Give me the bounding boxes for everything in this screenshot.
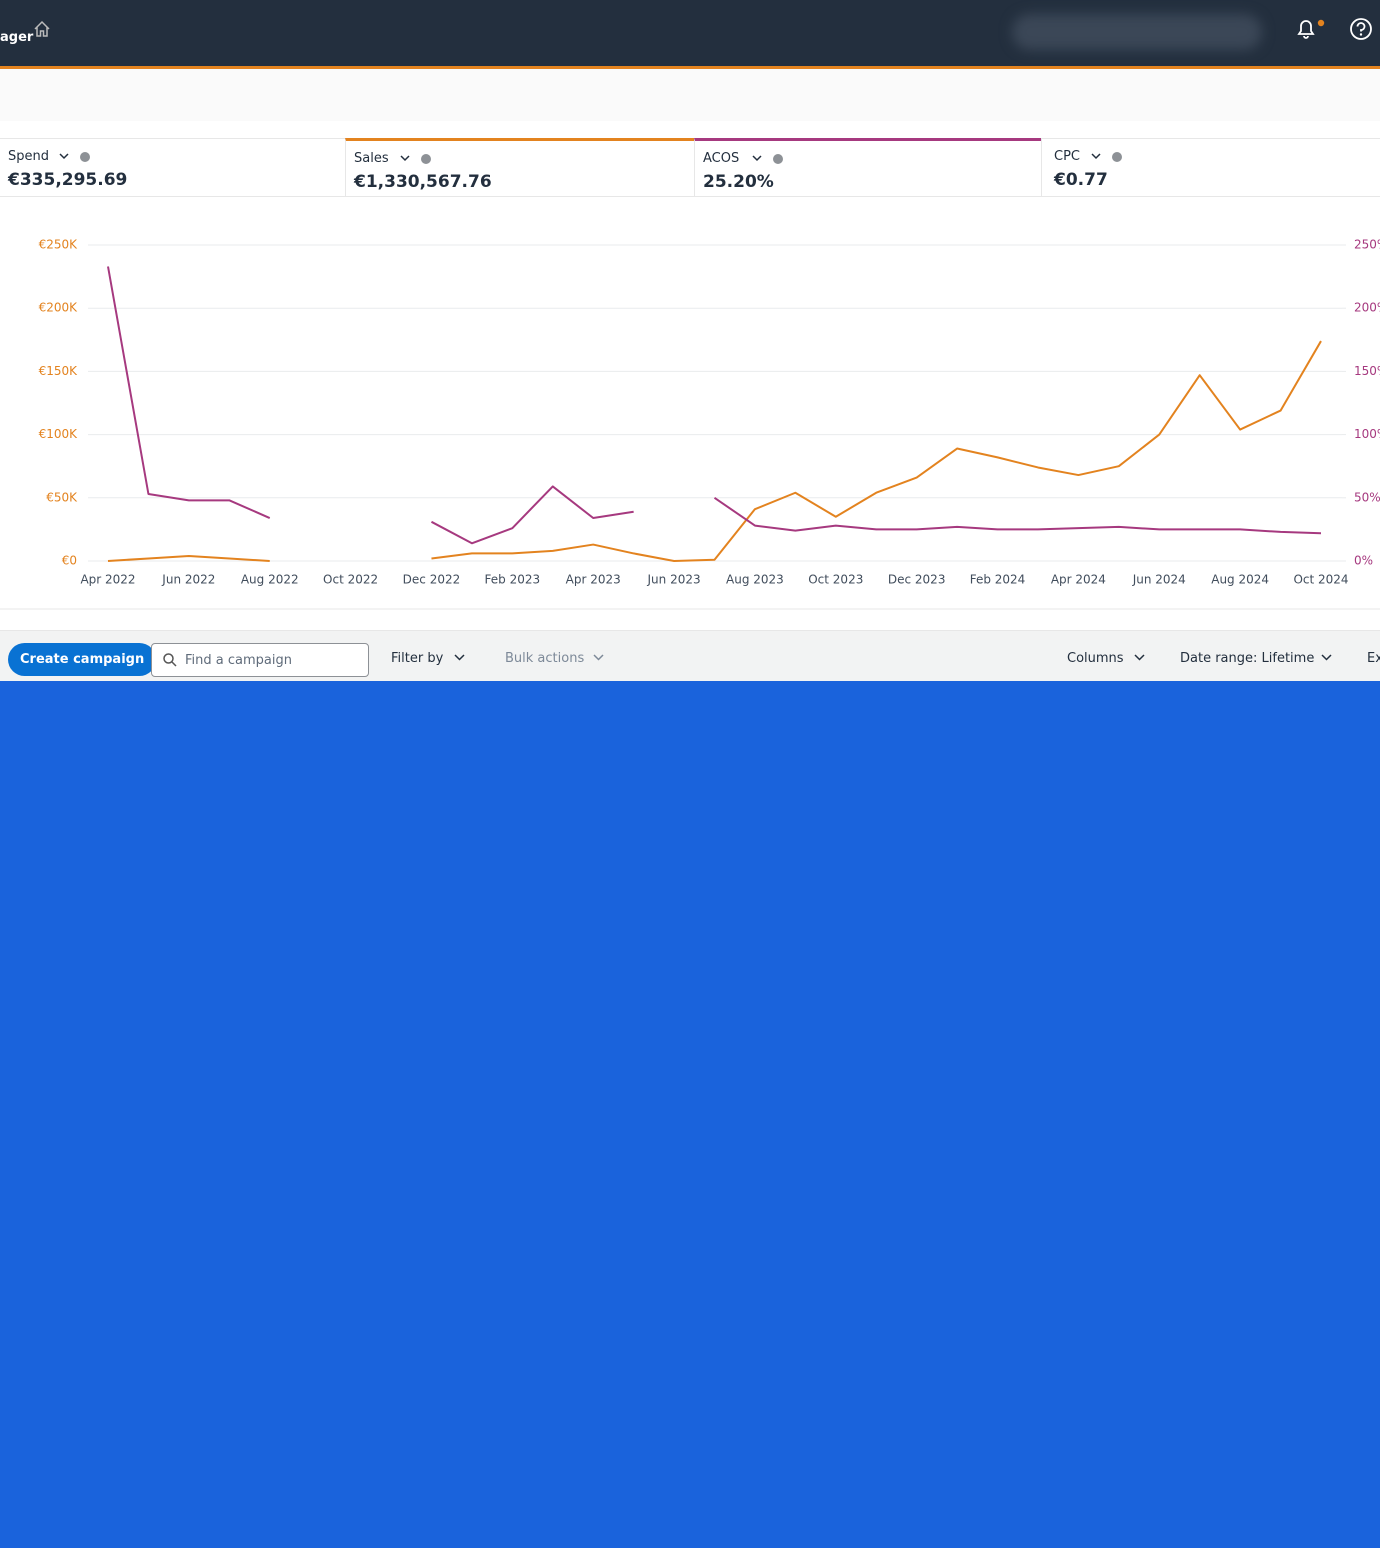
metric-icons — [1091, 152, 1122, 162]
x-tick-label: Aug 2022 — [241, 573, 299, 587]
x-tick-label: Apr 2023 — [566, 573, 621, 587]
bulk-actions-dropdown[interactable]: Bulk actions — [505, 651, 585, 666]
search-placeholder: Find a campaign — [185, 653, 292, 668]
metric-value: €0.77 — [1054, 170, 1108, 190]
metric-label: Spend — [8, 149, 49, 164]
metric-card[interactable]: Spend €335,295.69 — [0, 138, 345, 197]
x-tick-label: Feb 2023 — [485, 573, 541, 587]
x-tick-label: Apr 2022 — [80, 573, 135, 587]
y-tick-label: €150K — [39, 364, 79, 378]
x-tick-label: Jun 2023 — [647, 573, 701, 587]
y2-tick-label: 0% — [1354, 554, 1373, 568]
metric-card[interactable]: ACOS 25.20% — [694, 138, 1041, 197]
metric-icons — [752, 154, 783, 164]
x-tick-label: Jun 2022 — [161, 573, 215, 587]
filter-dropdown[interactable]: Filter by — [391, 651, 444, 666]
series-line — [107, 266, 1322, 545]
columns-dropdown[interactable]: Columns — [1067, 651, 1124, 666]
x-tick-label: Oct 2024 — [1293, 573, 1348, 587]
x-tick-label: Oct 2022 — [323, 573, 378, 587]
y2-tick-label: 100% — [1354, 427, 1380, 441]
search-icon — [163, 653, 177, 667]
x-tick-label: Dec 2022 — [403, 573, 461, 587]
y2-tick-label: 250% — [1354, 238, 1380, 252]
x-tick-label: Aug 2024 — [1211, 573, 1269, 587]
metric-value: 25.20% — [703, 172, 774, 192]
chevrons — [454, 654, 1332, 661]
y-tick-label: €200K — [39, 301, 79, 315]
help-icon[interactable] — [1348, 16, 1374, 42]
export-button[interactable]: Ex — [1367, 651, 1380, 666]
metric-label: CPC — [1054, 149, 1080, 164]
sub-bar — [0, 69, 1380, 121]
x-tick-label: Apr 2024 — [1051, 573, 1106, 587]
x-tick-label: Feb 2024 — [970, 573, 1026, 587]
account-blurred — [1012, 14, 1262, 50]
metric-value: €1,330,567.76 — [354, 172, 492, 192]
x-tick-label: Oct 2023 — [808, 573, 863, 587]
x-tick-label: Jun 2024 — [1132, 573, 1186, 587]
home-icon[interactable] — [32, 19, 52, 39]
metric-card[interactable]: CPC €0.77 — [1041, 138, 1380, 197]
y-tick-label: €250K — [39, 238, 79, 252]
app-title: ager — [0, 30, 34, 45]
notifications-icon[interactable] — [1294, 16, 1328, 42]
y-tick-label: €50K — [46, 490, 78, 504]
x-tick-label: Aug 2023 — [726, 573, 784, 587]
y2-tick-label: 200% — [1354, 301, 1380, 315]
y2-tick-label: 150% — [1354, 364, 1380, 378]
metric-label: ACOS — [703, 151, 740, 166]
create-campaign-button[interactable]: Create campaign — [8, 643, 157, 676]
search-box[interactable]: Find a campaign — [151, 643, 369, 677]
date-range-dropdown[interactable]: Date range: Lifetime — [1180, 651, 1315, 666]
metric-value: €335,295.69 — [8, 170, 128, 190]
chart: €0 €50K €100K €150K €200K €250K 0% 50% 100% 150% 2… — [0, 238, 1380, 610]
top-bar: ager — [0, 0, 1380, 69]
y-tick-label: €0 — [62, 554, 77, 568]
metric-label: Sales — [354, 151, 389, 166]
blank-area — [0, 681, 1380, 1548]
metric-card[interactable]: Sales €1,330,567.76 — [345, 138, 694, 197]
metric-icons — [400, 154, 431, 164]
x-tick-label: Dec 2023 — [888, 573, 946, 587]
metric-icons — [59, 152, 90, 162]
y2-tick-label: 50% — [1354, 490, 1380, 504]
toolbar: Create campaign Find a campaign Filter b… — [0, 630, 1380, 682]
series-line — [107, 340, 1322, 562]
y-tick-label: €100K — [39, 427, 79, 441]
